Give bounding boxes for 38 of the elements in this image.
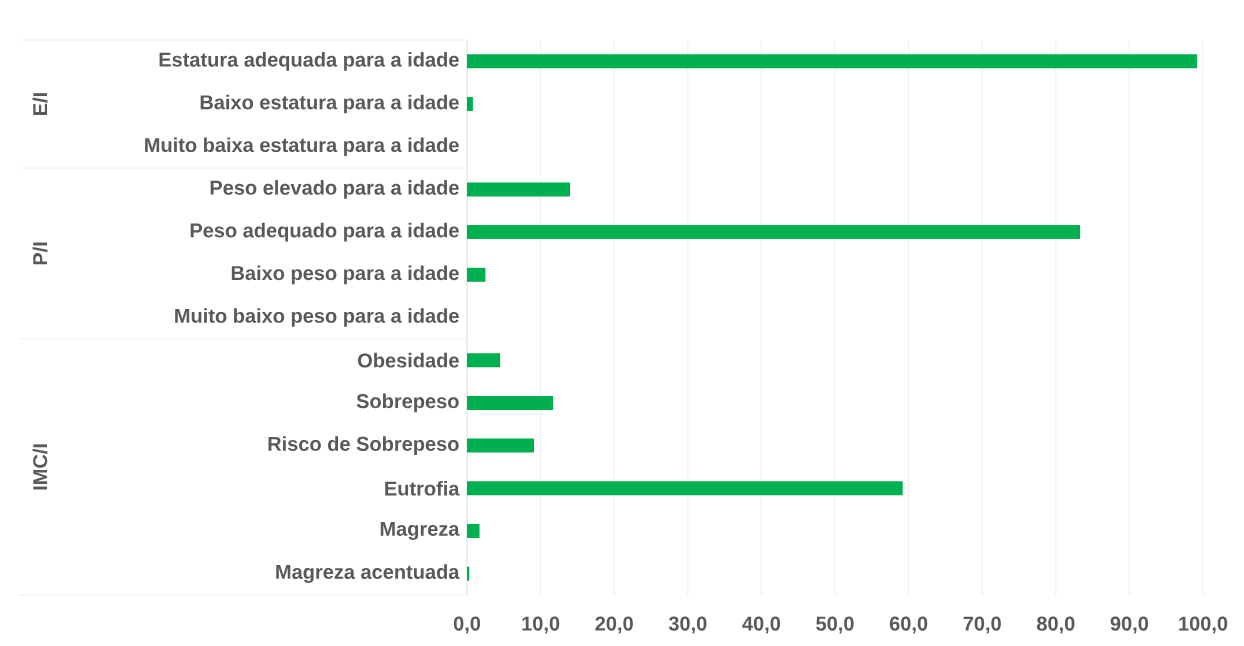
bar: [467, 395, 554, 410]
bar: [467, 438, 534, 453]
bar: [467, 267, 486, 282]
x-tick-label: 90,0: [1110, 616, 1149, 634]
y-tick-label: Peso adequado para a idade: [190, 222, 459, 242]
x-tick-label: 0,0: [453, 616, 481, 634]
y-tick-label: Peso elevado para a idade: [210, 180, 459, 199]
bar: [467, 481, 903, 496]
y-tick-label: Muito baixa estatura para a idade: [145, 137, 459, 157]
x-tick-label: 60,0: [889, 616, 928, 634]
y-tick-label: Estatura adequada para a idade: [159, 52, 459, 71]
bar: [467, 225, 1081, 240]
text: IMC/I: [32, 444, 48, 490]
y-tick-label: Muito baixo peso para a idade: [175, 308, 459, 327]
bar: [467, 353, 501, 368]
bar: [467, 182, 571, 197]
x-tick-label: 50,0: [816, 616, 854, 634]
y-tick-label: Magreza: [380, 521, 460, 540]
bar: [467, 54, 1198, 69]
bar: [467, 523, 480, 538]
y-tick-label: Baixo peso para a idade: [231, 265, 459, 285]
y-tick-label: Baixo estatura para a idade: [200, 94, 459, 114]
y-tick-label: Magreza acentuada: [276, 564, 460, 584]
y-tick-label: Risco de Sobrepeso: [268, 436, 459, 455]
y-tick-label: Eutrofia: [385, 480, 460, 496]
x-tick-label: 100,0: [1179, 616, 1228, 634]
y-tick-label: Sobrepeso: [356, 393, 459, 413]
x-tick-label: 80,0: [1036, 616, 1075, 634]
x-tick-label: 30,0: [668, 616, 707, 634]
x-tick-label: 20,0: [595, 616, 633, 634]
bar: [467, 566, 470, 581]
bar: [467, 97, 473, 112]
y-tick-label: Obesidade: [358, 352, 459, 368]
x-tick-label: 40,0: [742, 616, 781, 634]
text: P/I: [32, 242, 48, 265]
text: E/I: [32, 93, 48, 115]
x-tick-label: 10,0: [522, 616, 560, 634]
x-tick-label: 70,0: [963, 616, 1001, 634]
